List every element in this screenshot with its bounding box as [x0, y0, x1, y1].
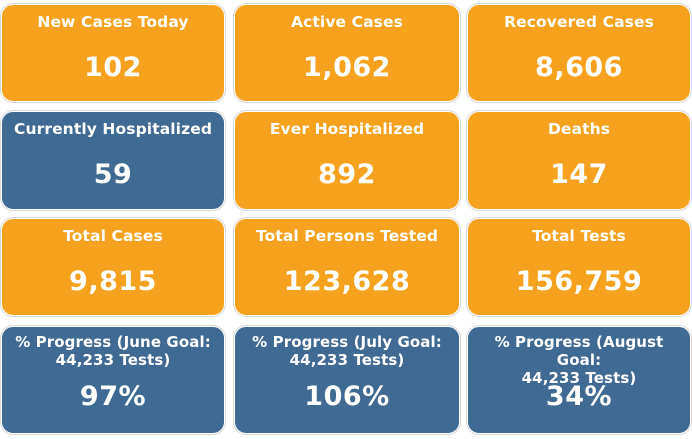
card-label-line2: 44,233 Tests) [289, 351, 405, 369]
card-label-line2: 44,233 Tests) [521, 369, 637, 387]
card-value: 102 [84, 52, 142, 83]
card-progress-august: % Progress (August Goal: 44,233 Tests) 3… [467, 326, 691, 434]
card-label: Total Persons Tested [255, 227, 439, 245]
card-deaths: Deaths 147 [467, 111, 691, 210]
card-value: 106% [304, 381, 390, 412]
card-currently-hospitalized: Currently Hospitalized 59 [1, 111, 225, 210]
card-label: Deaths [547, 120, 611, 138]
card-label-line1: % Progress (July Goal: [252, 333, 442, 351]
card-total-cases: Total Cases 9,815 [1, 218, 225, 316]
card-label: % Progress (June Goal: 44,233 Tests) [6, 333, 220, 369]
card-recovered-cases: Recovered Cases 8,606 [467, 4, 691, 102]
card-progress-july: % Progress (July Goal: 44,233 Tests) 106… [234, 326, 460, 434]
card-value: 1,062 [303, 52, 391, 83]
card-label: Recovered Cases [504, 13, 654, 31]
card-label-line1: % Progress (August Goal: [494, 333, 664, 369]
card-label: % Progress (July Goal: 44,233 Tests) [239, 333, 455, 369]
card-label: Total Tests [532, 227, 626, 245]
card-label-line2: 44,233 Tests) [55, 351, 171, 369]
card-value: 59 [93, 159, 133, 190]
card-value: 892 [318, 159, 376, 190]
card-ever-hospitalized: Ever Hospitalized 892 [234, 111, 460, 210]
card-label: % Progress (August Goal: 44,233 Tests) [472, 333, 686, 387]
card-label: Total Cases [63, 227, 163, 245]
card-label: New Cases Today [37, 13, 189, 31]
card-label: Currently Hospitalized [13, 120, 213, 138]
card-new-cases-today: New Cases Today 102 [1, 4, 225, 102]
card-value: 9,815 [69, 266, 157, 297]
card-label: Ever Hospitalized [269, 120, 425, 138]
card-value: 147 [550, 159, 608, 190]
card-label-line1: % Progress (June Goal: [15, 333, 211, 351]
card-label: Active Cases [291, 13, 403, 31]
card-value: 34% [545, 381, 613, 412]
card-progress-june: % Progress (June Goal: 44,233 Tests) 97% [1, 326, 225, 434]
card-value: 97% [79, 381, 147, 412]
card-active-cases: Active Cases 1,062 [234, 4, 460, 102]
card-value: 8,606 [535, 52, 623, 83]
stats-grid: New Cases Today 102 Active Cases 1,062 R… [1, 4, 691, 435]
card-total-persons-tested: Total Persons Tested 123,628 [234, 218, 460, 316]
card-value: 156,759 [515, 266, 643, 297]
card-total-tests: Total Tests 156,759 [467, 218, 691, 316]
card-value: 123,628 [283, 266, 411, 297]
